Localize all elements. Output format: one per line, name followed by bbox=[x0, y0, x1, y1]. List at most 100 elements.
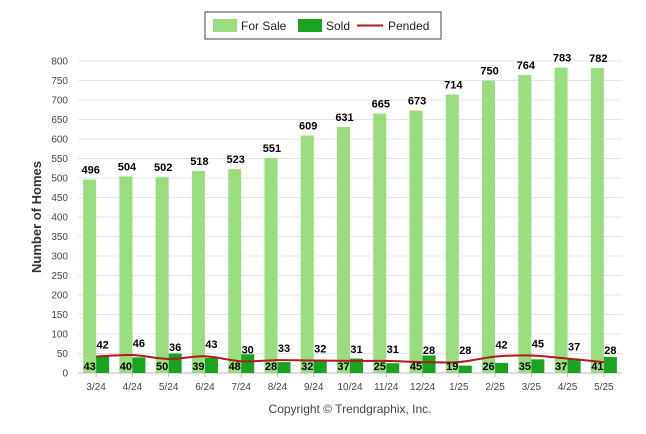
y-tick-label: 300 bbox=[51, 252, 68, 263]
label-pended: 42 bbox=[495, 340, 507, 352]
legend-pended-label: Pended bbox=[388, 19, 429, 33]
label-sold: 50 bbox=[156, 361, 168, 373]
bar-for-sale bbox=[228, 169, 242, 373]
label-sold: 19 bbox=[446, 361, 458, 373]
x-tick-label: 2/25 bbox=[485, 382, 505, 393]
legend-for-sale-label: For Sale bbox=[241, 19, 287, 33]
bar-for-sale bbox=[264, 158, 278, 373]
pended-line bbox=[96, 354, 604, 364]
y-tick-label: 0 bbox=[62, 369, 68, 380]
bar-sold bbox=[458, 365, 472, 373]
x-tick-label: 6/24 bbox=[195, 382, 215, 393]
copyright-footer: Copyright © Trendgraphix, Inc. bbox=[269, 402, 432, 416]
label-pended: 37 bbox=[568, 342, 580, 354]
bar-sold bbox=[168, 353, 182, 373]
label-pended: 31 bbox=[387, 344, 399, 356]
label-sold: 25 bbox=[374, 361, 386, 373]
bar-for-sale bbox=[373, 113, 387, 374]
bar-sold bbox=[603, 357, 617, 373]
bar-sold bbox=[313, 360, 327, 373]
label-pended: 45 bbox=[532, 338, 544, 350]
label-pended: 30 bbox=[242, 344, 254, 356]
data-labels: 4964342504404650250365183943523483055128… bbox=[81, 53, 616, 373]
y-tick-label: 550 bbox=[51, 154, 68, 165]
bar-for-sale bbox=[191, 170, 205, 373]
bar-sold bbox=[495, 362, 509, 373]
label-for-sale: 496 bbox=[81, 165, 99, 177]
label-for-sale: 504 bbox=[118, 161, 137, 173]
label-sold: 39 bbox=[192, 361, 204, 373]
x-tick-label: 5/24 bbox=[159, 382, 179, 393]
bar-sold bbox=[422, 355, 436, 373]
bar-sold bbox=[567, 358, 581, 373]
label-pended: 28 bbox=[604, 345, 616, 357]
label-sold: 41 bbox=[591, 361, 603, 373]
label-pended: 33 bbox=[278, 343, 290, 355]
label-for-sale: 502 bbox=[154, 162, 172, 174]
bar-sold bbox=[350, 358, 363, 373]
x-tick-label: 4/24 bbox=[123, 382, 143, 393]
label-for-sale: 764 bbox=[517, 60, 536, 72]
x-tick-label: 3/24 bbox=[86, 382, 106, 393]
x-axis: 3/24 4/24 5/24 6/24 7/24 8/24 9/24 10/24 11/24 12… bbox=[86, 373, 614, 393]
bar-sold bbox=[386, 363, 400, 373]
legend-sold-swatch bbox=[298, 19, 322, 32]
bar-for-sale bbox=[518, 75, 532, 373]
label-sold: 28 bbox=[265, 361, 277, 373]
label-for-sale: 714 bbox=[444, 80, 463, 92]
y-tick-label: 450 bbox=[51, 193, 68, 204]
label-sold: 26 bbox=[482, 361, 494, 373]
label-for-sale: 523 bbox=[227, 154, 245, 166]
bar-sold bbox=[132, 357, 146, 373]
label-for-sale: 665 bbox=[372, 99, 390, 111]
label-pended: 36 bbox=[169, 342, 181, 354]
bar-sold bbox=[531, 359, 545, 373]
y-axis: 0 50 100 150 200 250 300 350 400 450 500 550 600 650 7… bbox=[51, 57, 68, 380]
x-tick-label: 9/24 bbox=[304, 382, 324, 393]
bar-for-sale bbox=[590, 68, 604, 374]
label-for-sale: 750 bbox=[480, 66, 498, 78]
bar-for-sale bbox=[155, 177, 169, 373]
label-pended: 46 bbox=[133, 338, 145, 350]
y-tick-label: 650 bbox=[51, 115, 68, 126]
y-tick-label: 100 bbox=[51, 330, 68, 341]
bar-sold bbox=[241, 354, 255, 373]
label-sold: 40 bbox=[120, 361, 132, 373]
label-for-sale: 782 bbox=[589, 53, 607, 65]
label-sold: 37 bbox=[337, 361, 349, 373]
label-sold: 37 bbox=[555, 361, 567, 373]
y-tick-label: 600 bbox=[51, 135, 68, 146]
label-sold: 43 bbox=[84, 361, 96, 373]
y-tick-label: 150 bbox=[51, 310, 68, 321]
bar-for-sale bbox=[119, 176, 133, 373]
label-for-sale: 631 bbox=[335, 112, 353, 124]
x-tick-label: 10/24 bbox=[337, 382, 362, 393]
y-tick-label: 400 bbox=[51, 213, 68, 224]
label-pended: 32 bbox=[314, 344, 326, 356]
bar-for-sale bbox=[300, 135, 314, 373]
bar-for-sale bbox=[409, 110, 423, 373]
bar-for-sale bbox=[337, 126, 350, 373]
x-tick-label: 8/24 bbox=[268, 382, 288, 393]
y-tick-label: 350 bbox=[51, 232, 68, 243]
y-tick-label: 700 bbox=[51, 96, 68, 107]
label-sold: 45 bbox=[410, 361, 422, 373]
y-axis-title: Number of Homes bbox=[29, 161, 44, 273]
bars bbox=[83, 67, 617, 374]
bar-for-sale bbox=[83, 179, 97, 373]
y-tick-label: 50 bbox=[57, 349, 69, 360]
x-tick-label: 3/25 bbox=[522, 382, 542, 393]
y-tick-label: 750 bbox=[51, 76, 68, 87]
bar-sold bbox=[277, 362, 291, 373]
legend-box bbox=[204, 11, 442, 40]
x-tick-label: 5/25 bbox=[594, 382, 614, 393]
label-pended: 43 bbox=[205, 339, 217, 351]
label-pended: 31 bbox=[350, 344, 362, 356]
label-for-sale: 551 bbox=[263, 143, 281, 155]
y-tick-label: 500 bbox=[51, 174, 68, 185]
label-for-sale: 518 bbox=[190, 156, 208, 168]
y-tick-label: 800 bbox=[51, 57, 68, 68]
label-sold: 32 bbox=[301, 361, 313, 373]
label-pended: 42 bbox=[97, 340, 109, 352]
